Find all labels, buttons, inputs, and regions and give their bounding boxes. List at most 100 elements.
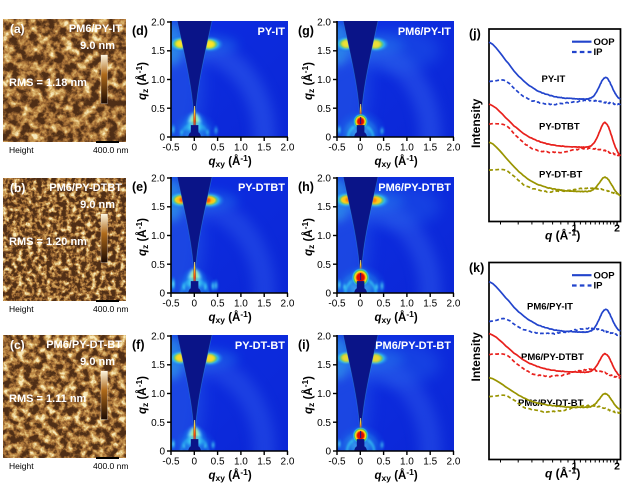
svg-text:PY-DTBT: PY-DTBT (238, 182, 285, 194)
svg-text:-0.5: -0.5 (328, 457, 346, 468)
svg-text:1: 1 (572, 460, 578, 472)
svg-text:0: 0 (325, 289, 331, 300)
svg-text:0: 0 (358, 299, 364, 310)
svg-text:2.0: 2.0 (447, 143, 461, 154)
svg-text:OOP: OOP (594, 270, 616, 281)
svg-text:2: 2 (614, 222, 620, 234)
svg-text:-0.5: -0.5 (328, 299, 346, 310)
svg-text:0.5: 0.5 (317, 104, 331, 115)
svg-text:2.0: 2.0 (151, 174, 165, 185)
svg-text:Intensity: Intensity (469, 98, 483, 148)
svg-text:1.0: 1.0 (400, 457, 414, 468)
svg-text:0.5: 0.5 (151, 104, 165, 115)
svg-text:1.0: 1.0 (317, 389, 331, 400)
svg-text:PM6/PY-DTBT: PM6/PY-DTBT (521, 352, 584, 363)
svg-text:PM6/PY-IT: PM6/PY-IT (527, 302, 573, 313)
svg-text:-0.5: -0.5 (328, 143, 346, 154)
svg-text:1.0: 1.0 (151, 231, 165, 242)
svg-text:PY-DT-BT: PY-DT-BT (539, 170, 582, 181)
svg-text:-0.5: -0.5 (162, 457, 180, 468)
svg-text:OOP: OOP (594, 37, 616, 48)
svg-text:1.5: 1.5 (317, 46, 331, 57)
svg-text:2.0: 2.0 (151, 332, 165, 343)
svg-text:0: 0 (325, 447, 331, 458)
svg-text:1.0: 1.0 (317, 75, 331, 86)
svg-text:0.5: 0.5 (211, 457, 225, 468)
svg-text:-0.5: -0.5 (162, 299, 180, 310)
svg-text:0.5: 0.5 (377, 457, 391, 468)
svg-text:qz (Å-1): qz (Å-1) (300, 376, 316, 414)
svg-text:1: 1 (572, 222, 578, 234)
svg-text:1.0: 1.0 (317, 231, 331, 242)
svg-text:0.5: 0.5 (211, 143, 225, 154)
svg-text:2.0: 2.0 (281, 299, 295, 310)
svg-text:0.5: 0.5 (211, 299, 225, 310)
svg-text:1.5: 1.5 (317, 202, 331, 213)
svg-text:qxy (Å-1): qxy (Å-1) (209, 153, 252, 169)
svg-text:0.5: 0.5 (377, 143, 391, 154)
svg-text:1.0: 1.0 (400, 299, 414, 310)
svg-text:0: 0 (325, 133, 331, 144)
svg-text:1.5: 1.5 (151, 202, 165, 213)
svg-text:1.5: 1.5 (423, 299, 437, 310)
svg-text:PM6/PY-DT-BT: PM6/PY-DT-BT (518, 398, 584, 409)
svg-text:IP: IP (594, 47, 604, 58)
svg-text:qxy (Å-1): qxy (Å-1) (375, 467, 418, 483)
svg-text:0: 0 (192, 457, 198, 468)
svg-text:1.5: 1.5 (257, 457, 271, 468)
svg-text:2.0: 2.0 (281, 143, 295, 154)
svg-text:0: 0 (159, 447, 165, 458)
svg-text:1.0: 1.0 (400, 143, 414, 154)
svg-text:1.0: 1.0 (234, 457, 248, 468)
svg-text:1.5: 1.5 (317, 360, 331, 371)
svg-text:1.0: 1.0 (234, 299, 248, 310)
svg-text:0: 0 (159, 133, 165, 144)
svg-text:q (Å-1): q (Å-1) (545, 466, 580, 481)
svg-text:(k): (k) (469, 261, 484, 275)
svg-text:2.0: 2.0 (447, 299, 461, 310)
svg-text:1.5: 1.5 (151, 46, 165, 57)
svg-text:PY-DT-BT: PY-DT-BT (235, 340, 285, 352)
svg-text:1.5: 1.5 (151, 360, 165, 371)
svg-text:1.5: 1.5 (423, 143, 437, 154)
svg-text:qxy (Å-1): qxy (Å-1) (375, 153, 418, 169)
svg-text:Intensity: Intensity (469, 332, 483, 382)
svg-text:q (Å-1): q (Å-1) (545, 228, 580, 243)
svg-text:1.5: 1.5 (423, 457, 437, 468)
svg-text:(j): (j) (469, 27, 481, 41)
svg-text:2.0: 2.0 (317, 174, 331, 185)
svg-text:qxy (Å-1): qxy (Å-1) (375, 309, 418, 325)
svg-text:0.5: 0.5 (377, 299, 391, 310)
svg-text:0: 0 (192, 143, 198, 154)
svg-text:PM6/PY-IT: PM6/PY-IT (398, 26, 451, 38)
svg-text:IP: IP (594, 281, 604, 292)
svg-text:-0.5: -0.5 (162, 143, 180, 154)
svg-text:0: 0 (358, 143, 364, 154)
svg-text:0: 0 (192, 299, 198, 310)
svg-text:1.0: 1.0 (234, 143, 248, 154)
svg-text:1.5: 1.5 (257, 143, 271, 154)
svg-text:2.0: 2.0 (447, 457, 461, 468)
svg-text:qxy (Å-1): qxy (Å-1) (209, 309, 252, 325)
svg-text:0: 0 (358, 457, 364, 468)
svg-text:1.0: 1.0 (151, 75, 165, 86)
svg-text:2.0: 2.0 (317, 332, 331, 343)
svg-text:qz (Å-1): qz (Å-1) (134, 218, 150, 256)
svg-text:qz (Å-1): qz (Å-1) (134, 376, 150, 414)
svg-text:PY-DTBT: PY-DTBT (539, 122, 580, 133)
svg-text:qz (Å-1): qz (Å-1) (300, 218, 316, 256)
svg-text:1.5: 1.5 (257, 299, 271, 310)
svg-text:qz (Å-1): qz (Å-1) (134, 62, 150, 100)
svg-text:0.5: 0.5 (317, 260, 331, 271)
svg-text:PM6/PY-DTBT: PM6/PY-DTBT (378, 182, 451, 194)
svg-text:0.5: 0.5 (151, 418, 165, 429)
svg-text:PY-IT: PY-IT (542, 74, 566, 85)
svg-text:2: 2 (614, 460, 620, 472)
svg-text:qz (Å-1): qz (Å-1) (300, 62, 316, 100)
svg-text:0.5: 0.5 (317, 418, 331, 429)
svg-text:2.0: 2.0 (317, 18, 331, 29)
svg-text:qxy (Å-1): qxy (Å-1) (209, 467, 252, 483)
svg-text:2.0: 2.0 (151, 18, 165, 29)
svg-text:1.0: 1.0 (151, 389, 165, 400)
svg-text:0: 0 (159, 289, 165, 300)
